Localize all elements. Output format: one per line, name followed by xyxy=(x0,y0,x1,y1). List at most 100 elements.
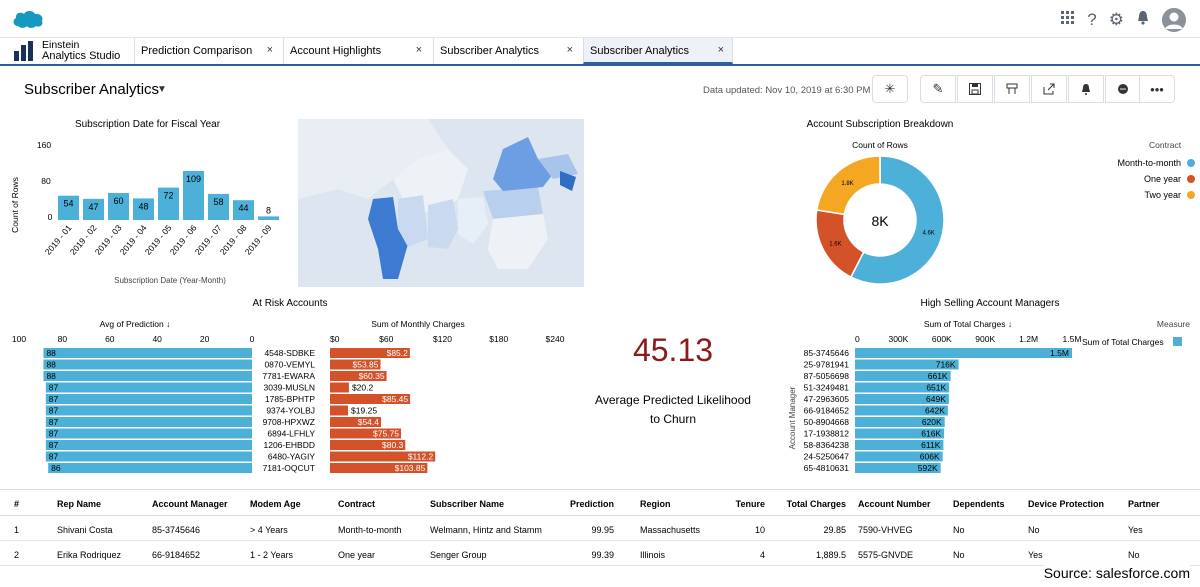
table-cell: 99.39 xyxy=(591,550,614,560)
bar-value-label: 54 xyxy=(63,199,73,209)
manager-id-label: 58-8364238 xyxy=(804,440,850,450)
legend-item[interactable]: Month-to-month xyxy=(1095,155,1195,171)
prediction-bar xyxy=(48,463,253,473)
studio-line1: Einstein xyxy=(42,39,80,51)
table-cell: 1,889.5 xyxy=(815,550,846,560)
column-header[interactable]: Dependents xyxy=(953,499,1005,509)
column-header[interactable]: Region xyxy=(640,499,671,509)
table-cell: 4 xyxy=(759,550,765,560)
charges-bar xyxy=(330,417,381,427)
column-header[interactable]: Prediction xyxy=(569,499,614,509)
subscriber-states-map[interactable] xyxy=(298,119,584,287)
column-header[interactable]: Account Manager xyxy=(152,499,228,509)
map-state-newyork[interactable] xyxy=(493,137,553,191)
close-icon[interactable]: × xyxy=(566,44,573,56)
column-header[interactable]: Total Charges xyxy=(786,499,846,509)
bar-value-label: $20.2 xyxy=(352,383,374,393)
account-number-label: 6894-LFHLY xyxy=(267,429,315,439)
edit-icon[interactable]: ✎ xyxy=(920,75,956,103)
x-tick-label: 20 xyxy=(200,334,210,344)
column-header[interactable]: Account Number xyxy=(858,499,931,509)
bar-value-label: 86 xyxy=(51,463,61,473)
x-tick-label: 40 xyxy=(152,334,162,344)
tab-subscriber-analytics-active[interactable]: Subscriber Analytics × xyxy=(583,38,733,64)
charges-bar xyxy=(330,405,349,416)
column-header[interactable]: Modem Age xyxy=(250,499,301,509)
comment-icon[interactable] xyxy=(1105,75,1141,103)
table-cell: Erika Rodriquez xyxy=(57,550,122,560)
bar-value-label: 87 xyxy=(49,383,59,393)
bar-value-label: 72 xyxy=(163,191,173,201)
column-header[interactable]: Device Protection xyxy=(1028,499,1105,509)
annotate-icon[interactable] xyxy=(994,75,1030,103)
bar-value-label: 716K xyxy=(936,360,956,370)
share-icon[interactable] xyxy=(1031,75,1067,103)
column-header[interactable]: Subscriber Name xyxy=(430,499,505,509)
slice-label: 1.6K xyxy=(829,242,841,248)
user-avatar[interactable] xyxy=(1162,8,1186,32)
table-cell: 7590-VHVEG xyxy=(858,525,913,535)
table-cell: 1 xyxy=(14,525,20,535)
salesforce-logo[interactable] xyxy=(12,8,44,30)
table-cell: 10 xyxy=(754,525,765,535)
analytics-studio-home[interactable]: Einstein Analytics Studio xyxy=(14,40,120,62)
help-icon[interactable]: ? xyxy=(1087,10,1097,29)
manager-id-label: 66-9184652 xyxy=(804,406,850,416)
table-cell: No xyxy=(1028,525,1040,535)
prediction-bar xyxy=(45,428,253,439)
legend-item[interactable]: Two year xyxy=(1095,187,1195,203)
bar-value-label: 649K xyxy=(926,394,946,404)
legend-label: Two year xyxy=(1144,190,1181,200)
tab-label: Prediction Comparison xyxy=(141,45,253,57)
y-tick: 80 xyxy=(41,176,51,186)
table-row[interactable]: 2 Erika Rodriquez 66-9184652 1 - 2 Years One… xyxy=(0,541,1200,566)
bar-value-label: 8 xyxy=(266,205,271,215)
manager-id-label: 17-1938812 xyxy=(804,429,850,439)
legend-item[interactable]: One year xyxy=(1095,171,1195,187)
column-header[interactable]: Tenure xyxy=(735,499,765,509)
column-header[interactable]: Partner xyxy=(1128,499,1160,509)
manager-id-label: 87-5056698 xyxy=(804,371,850,381)
prediction-axis-title: Avg of Prediction ↓ xyxy=(100,319,171,329)
x-tick-label: 60 xyxy=(105,334,115,344)
more-icon[interactable]: ••• xyxy=(1139,75,1175,103)
tab-subscriber-analytics[interactable]: Subscriber Analytics × xyxy=(433,38,581,64)
table-cell: Yes xyxy=(1028,550,1043,560)
app-launcher-icon[interactable] xyxy=(1061,9,1075,31)
account-number-label: 1785-BPHTP xyxy=(265,394,315,404)
setup-gear-icon[interactable]: ⚙ xyxy=(1108,10,1124,29)
tab-account-highlights[interactable]: Account Highlights × xyxy=(283,38,430,64)
table-cell: 29.85 xyxy=(823,525,846,535)
close-icon[interactable]: × xyxy=(415,44,422,56)
column-header[interactable]: Rep Name xyxy=(57,499,102,509)
data-table: # Rep Name Account Manager Modem Age Contrac… xyxy=(0,489,1200,587)
table-row[interactable]: 1 Shivani Costa 85-3745646 > 4 Years Month-t… xyxy=(0,516,1200,541)
account-number-label: 0870-VEMYL xyxy=(264,360,315,370)
y-tick: 160 xyxy=(37,140,51,150)
slice-label: 1.8K xyxy=(841,181,853,187)
manager-bar xyxy=(855,348,1072,358)
close-icon[interactable]: × xyxy=(266,44,273,56)
x-tick-label: $120 xyxy=(433,334,452,344)
manager-id-label: 24-5250647 xyxy=(804,452,850,462)
slice-label: 4.6K xyxy=(922,231,934,237)
column-header[interactable]: Contract xyxy=(338,499,376,509)
tab-prediction-comparison[interactable]: Prediction Comparison × xyxy=(134,38,281,64)
charges-bar xyxy=(330,451,436,462)
source-caption: Source: salesforce.com xyxy=(1043,565,1190,581)
table-cell: 85-3745646 xyxy=(152,525,201,535)
donut-slice xyxy=(849,155,945,285)
subs-bar xyxy=(208,193,229,220)
map-state-illinois[interactable] xyxy=(368,197,408,279)
table-cell: > 4 Years xyxy=(250,525,288,535)
notification-bell-icon[interactable] xyxy=(1136,9,1150,31)
notify-icon[interactable] xyxy=(1068,75,1104,103)
global-header: ? ⚙ xyxy=(0,0,1200,38)
chevron-down-icon[interactable]: ▼ xyxy=(157,84,167,95)
column-header[interactable]: # xyxy=(14,499,20,509)
bar-value-label: $75.75 xyxy=(373,429,399,439)
table-cell: 1 - 2 Years xyxy=(250,550,294,560)
settings-icon[interactable]: ✳ xyxy=(872,75,908,103)
save-icon[interactable] xyxy=(957,75,993,103)
close-icon[interactable]: × xyxy=(717,44,724,56)
